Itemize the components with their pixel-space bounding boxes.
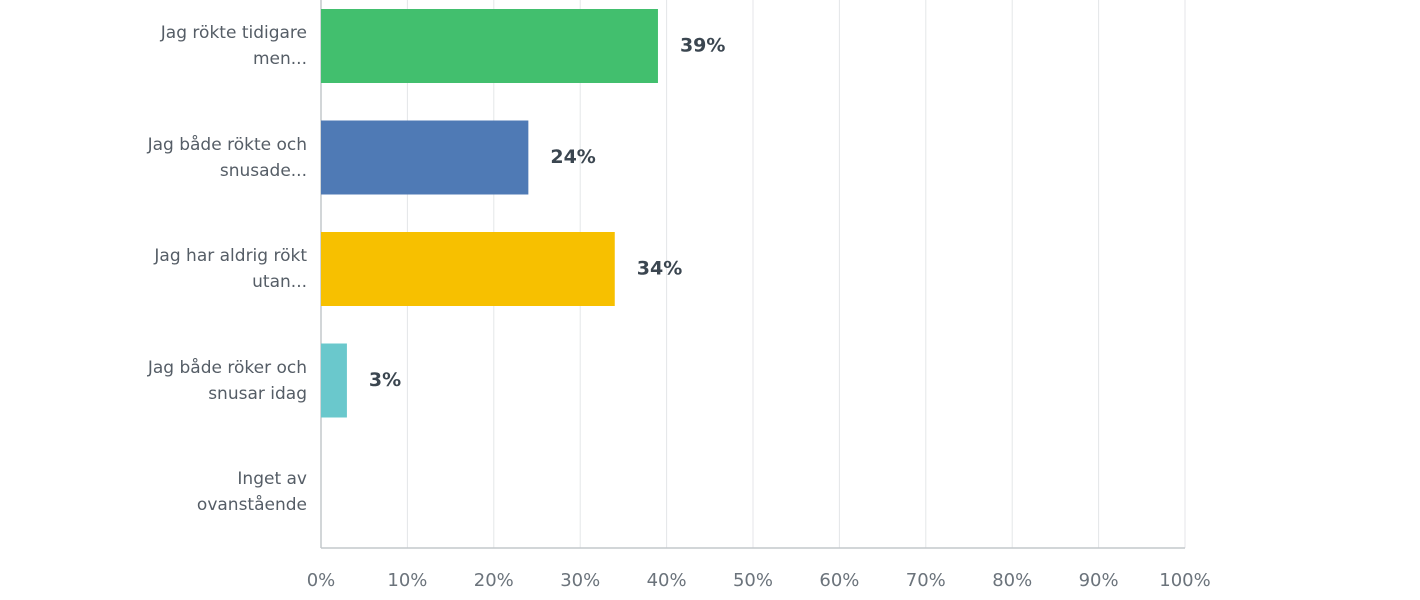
x-tick-label: 100% [1159, 570, 1210, 591]
x-tick-label: 90% [1079, 570, 1119, 591]
category-label: Jag rökte tidigare men... [160, 23, 307, 69]
bar [321, 232, 615, 306]
bar [321, 9, 658, 83]
x-tick-label: 20% [474, 570, 514, 591]
x-tick-label: 0% [307, 570, 336, 591]
value-label: 39% [680, 35, 725, 57]
category-label: Inget av ovanstående [196, 469, 307, 515]
x-tick-label: 40% [647, 570, 687, 591]
value-label: 3% [369, 369, 401, 391]
category-label: Jag har aldrig rökt utan... [154, 246, 307, 292]
x-tick-label: 50% [733, 570, 773, 591]
category-label: Jag både röker och snusar idag [147, 357, 307, 404]
x-tick-label: 80% [992, 570, 1032, 591]
value-label: 24% [550, 146, 595, 168]
bar [321, 120, 529, 195]
x-tick-label: 30% [560, 570, 600, 591]
bar [321, 343, 347, 418]
value-label: 34% [637, 258, 682, 280]
x-tick-label: 60% [819, 570, 859, 591]
x-tick-label: 10% [387, 570, 427, 591]
x-tick-label: 70% [906, 570, 946, 591]
category-label: Jag både rökte och snusade... [147, 134, 307, 181]
